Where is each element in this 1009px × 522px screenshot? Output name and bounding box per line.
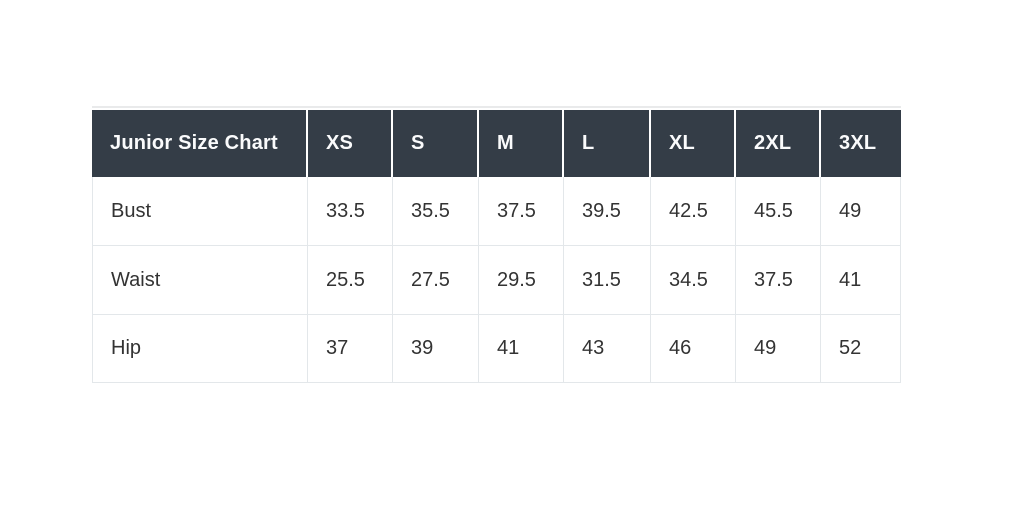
cell-waist-2xl: 37.5 xyxy=(736,246,821,315)
cell-hip-2xl: 49 xyxy=(736,315,821,383)
cell-hip-3xl: 52 xyxy=(821,315,901,383)
cell-bust-l: 39.5 xyxy=(564,177,651,246)
cell-bust-m: 37.5 xyxy=(479,177,564,246)
cell-hip-l: 43 xyxy=(564,315,651,383)
col-header-xs: XS xyxy=(308,110,393,177)
row-label-bust: Bust xyxy=(92,177,308,246)
cell-waist-m: 29.5 xyxy=(479,246,564,315)
row-label-hip: Hip xyxy=(92,315,308,383)
cell-hip-m: 41 xyxy=(479,315,564,383)
row-label-waist: Waist xyxy=(92,246,308,315)
cell-bust-3xl: 49 xyxy=(821,177,901,246)
cell-waist-s: 27.5 xyxy=(393,246,479,315)
cell-waist-l: 31.5 xyxy=(564,246,651,315)
col-header-xl: XL xyxy=(651,110,736,177)
cell-bust-2xl: 45.5 xyxy=(736,177,821,246)
cell-bust-s: 35.5 xyxy=(393,177,479,246)
cell-hip-s: 39 xyxy=(393,315,479,383)
cell-hip-xl: 46 xyxy=(651,315,736,383)
cell-bust-xl: 42.5 xyxy=(651,177,736,246)
cell-bust-xs: 33.5 xyxy=(308,177,393,246)
col-header-l: L xyxy=(564,110,651,177)
col-header-m: M xyxy=(479,110,564,177)
cell-waist-xs: 25.5 xyxy=(308,246,393,315)
size-chart-title: Junior Size Chart xyxy=(92,110,308,177)
junior-size-chart-table: Junior Size Chart XS S M L XL 2XL 3XL Bu… xyxy=(92,110,901,383)
size-chart-top-border xyxy=(92,106,901,108)
col-header-s: S xyxy=(393,110,479,177)
col-header-2xl: 2XL xyxy=(736,110,821,177)
col-header-3xl: 3XL xyxy=(821,110,901,177)
cell-waist-xl: 34.5 xyxy=(651,246,736,315)
cell-hip-xs: 37 xyxy=(308,315,393,383)
cell-waist-3xl: 41 xyxy=(821,246,901,315)
